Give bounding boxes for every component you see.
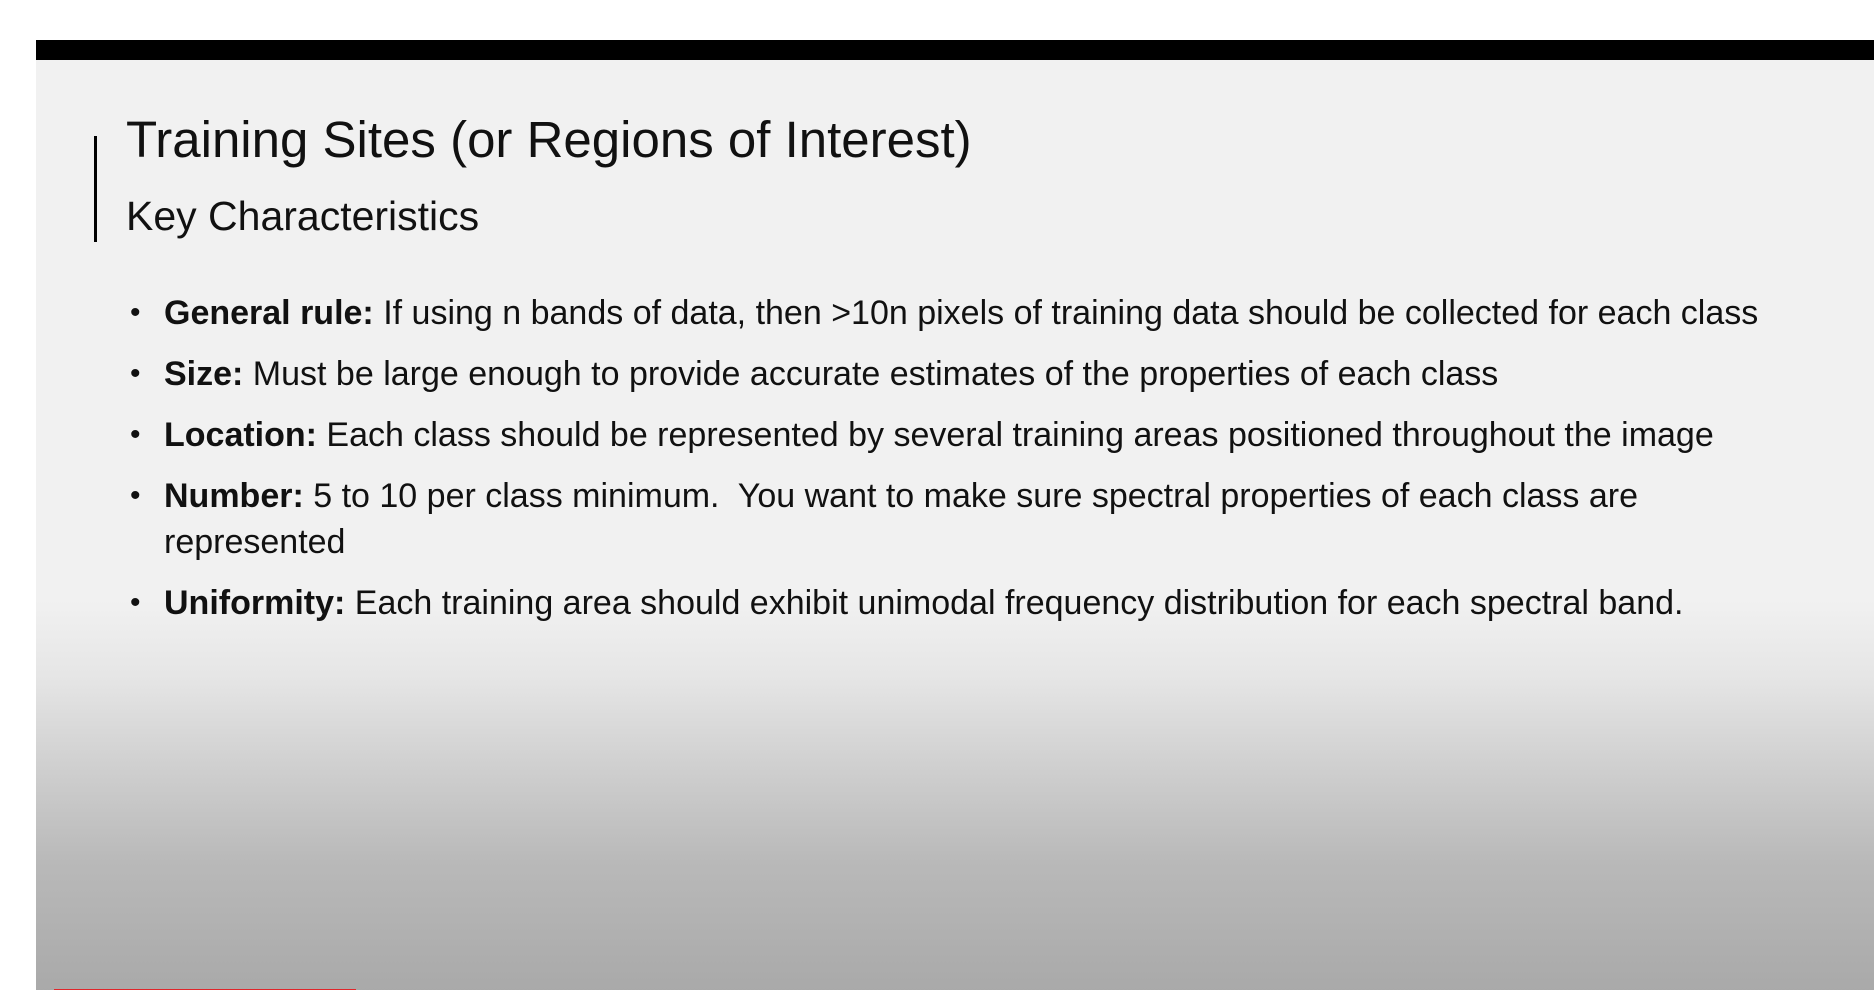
bullet-text: Must be large enough to provide accurate…	[243, 355, 1499, 393]
bullet-term: Number:	[164, 477, 304, 515]
slide-title: Training Sites (or Regions of Interest)	[126, 111, 972, 168]
slide-top-bar	[36, 40, 1874, 60]
slide-frame: Training Sites (or Regions of Interest) …	[36, 40, 1874, 990]
bullet-dot-icon: •	[130, 479, 141, 512]
bullet-text: If using n bands of data, then >10n pixe…	[373, 294, 1759, 332]
bullet-dot-icon: •	[130, 357, 141, 390]
bullet-size: • Size: Must be large enough to provide a…	[126, 351, 1826, 397]
bullet-term: Location:	[164, 416, 317, 454]
bullet-general-rule: • General rule: If using n bands of data,…	[126, 290, 1826, 336]
bullet-term: Size:	[164, 355, 244, 393]
bullet-term: Uniformity:	[164, 584, 346, 622]
bullet-term: General rule:	[164, 294, 374, 332]
slide-subtitle: Key Characteristics	[126, 193, 480, 239]
bullet-location: • Location: Each class should be represen…	[126, 412, 1826, 458]
bullet-text: 5 to 10 per class minimum. You want to m…	[164, 477, 1648, 561]
bullet-dot-icon: •	[130, 418, 141, 451]
bullet-uniformity: • Uniformity: Each training area should e…	[126, 580, 1826, 626]
bullet-number: • Number: 5 to 10 per class minimum. You …	[126, 473, 1826, 565]
bullet-text: Each training area should exhibit unimod…	[345, 584, 1684, 622]
bullet-list: • General rule: If using n bands of data,…	[126, 290, 1826, 641]
bullet-text: Each class should be represented by seve…	[316, 416, 1714, 454]
bullet-dot-icon: •	[130, 296, 141, 329]
title-accent-line	[94, 136, 97, 242]
bullet-dot-icon: •	[130, 586, 141, 619]
slide: Training Sites (or Regions of Interest) …	[36, 60, 1874, 990]
